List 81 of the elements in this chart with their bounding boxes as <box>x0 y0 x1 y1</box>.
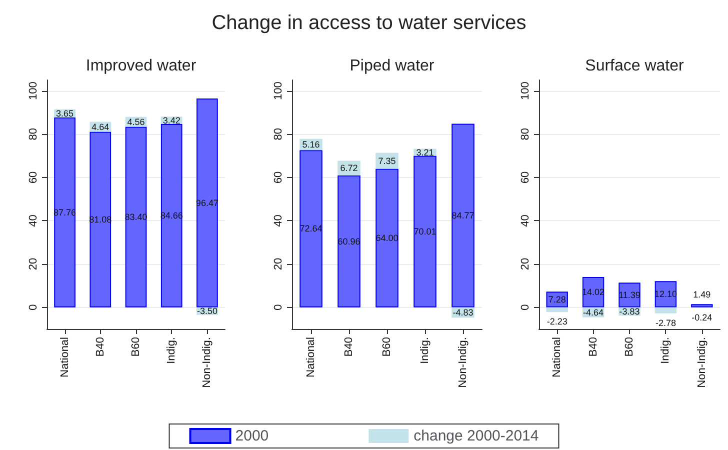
data-label: 60.96 <box>338 236 360 246</box>
data-label: 84.66 <box>160 210 183 221</box>
x-tick-label: Indig. <box>660 337 672 364</box>
x-tick-label: Indig. <box>419 337 431 364</box>
y-tick-label: 20 <box>272 258 284 270</box>
data-label: 11.39 <box>618 290 640 300</box>
y-tick-label: 40 <box>272 214 284 227</box>
bar <box>546 307 568 312</box>
bar <box>376 168 398 308</box>
data-label: -0.24 <box>692 312 712 322</box>
bar <box>125 126 147 308</box>
legend-label: 2000 <box>235 428 269 444</box>
y-tick-label: 0 <box>28 304 40 310</box>
chart-title: Piped water <box>350 58 435 74</box>
bar <box>338 175 360 308</box>
y-tick-label: 60 <box>520 171 532 184</box>
bar <box>414 156 436 308</box>
y-tick-label: 60 <box>272 171 284 184</box>
data-label: 3.42 <box>162 115 180 126</box>
data-label: 6.72 <box>340 163 358 174</box>
data-label: 84.77 <box>452 210 474 221</box>
x-tick-label: B60 <box>624 337 636 357</box>
data-label: 70.01 <box>414 226 436 237</box>
data-label: 5.16 <box>302 139 320 150</box>
data-label: -3.50 <box>196 306 218 316</box>
y-tick-label: 100 <box>520 82 532 100</box>
x-tick-label: Indig. <box>166 337 178 364</box>
data-label: 72.64 <box>300 224 322 234</box>
bar <box>654 307 677 314</box>
x-tick-label: B40 <box>587 337 600 357</box>
x-tick-label: National <box>305 337 317 378</box>
y-tick-label: 40 <box>28 214 40 227</box>
data-label: -4.64 <box>583 307 604 318</box>
bar <box>90 132 112 308</box>
text: Change in access to water services <box>212 12 526 34</box>
x-tick-label: Non-Indig. <box>201 337 214 388</box>
y-tick-label: 60 <box>28 171 40 184</box>
data-label: 3.65 <box>56 108 74 118</box>
data-label: 12.10 <box>654 289 677 300</box>
data-label: 7.35 <box>378 156 396 166</box>
data-label: -3.83 <box>619 306 640 316</box>
y-tick-label: 0 <box>520 304 532 310</box>
data-label: 81.08 <box>89 214 112 225</box>
data-label: 64.00 <box>376 233 398 244</box>
data-label: -4.83 <box>452 308 474 318</box>
x-tick-label: Non-Indig. <box>457 337 469 388</box>
data-label: 3.21 <box>416 147 434 158</box>
chart-title: Surface water <box>585 58 685 74</box>
data-label: 4.56 <box>127 116 145 127</box>
y-tick-label: 100 <box>272 82 284 100</box>
x-tick-label: National <box>551 337 564 378</box>
y-tick-label: 80 <box>272 128 284 140</box>
data-label: 14.02 <box>582 287 605 298</box>
data-label: 83.40 <box>124 212 148 222</box>
data-label: -2.78 <box>655 318 676 328</box>
data-label: 4.64 <box>92 122 110 132</box>
x-tick-label: National <box>58 337 71 378</box>
y-tick-label: 80 <box>28 128 40 140</box>
x-tick-label: Non-Indig. <box>696 337 708 388</box>
bar <box>618 282 640 308</box>
bar <box>691 304 713 308</box>
y-tick-label: 20 <box>520 258 532 270</box>
bar <box>160 124 182 308</box>
bar <box>452 124 474 308</box>
x-tick-label: B60 <box>381 337 393 357</box>
y-tick-label: 20 <box>28 258 40 270</box>
data-label: 7.28 <box>548 294 566 304</box>
y-tick-label: 80 <box>520 128 532 140</box>
bar <box>300 150 322 308</box>
x-tick-label: B40 <box>94 337 106 357</box>
bar <box>196 98 218 308</box>
data-label: -2.23 <box>546 316 568 327</box>
legend-label: change 2000-2014 <box>414 428 539 444</box>
y-tick-label: 40 <box>520 214 532 227</box>
x-tick-label: B40 <box>343 337 355 357</box>
chart-title: Improved water <box>86 58 197 74</box>
bar <box>54 117 76 308</box>
y-tick-label: 100 <box>28 82 40 100</box>
y-tick-label: 0 <box>272 304 284 310</box>
data-label: 1.49 <box>693 290 711 300</box>
x-tick-label: B60 <box>130 337 142 357</box>
